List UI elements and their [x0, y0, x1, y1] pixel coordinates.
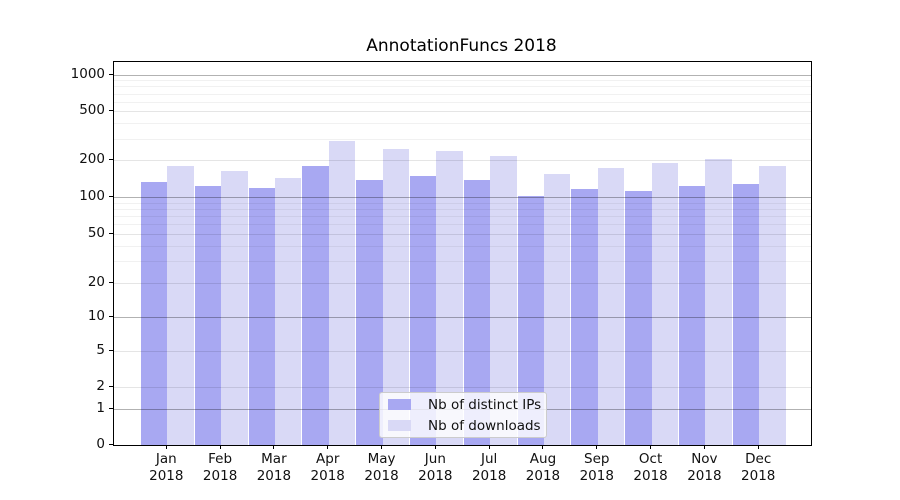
x-tick-aug — [542, 445, 544, 449]
y-tick-200 — [109, 159, 113, 161]
x-tick-sep — [596, 445, 598, 449]
minor-gridline-900 — [114, 80, 811, 82]
x-tick-jan — [165, 445, 167, 449]
bar-downloads-mar — [274, 177, 302, 445]
x-tick-label-mar: Mar 2018 — [256, 451, 292, 484]
minor-gridline-300 — [114, 138, 811, 140]
legend-swatch-distinct-ips — [388, 399, 411, 410]
minor-gridline-800 — [114, 86, 811, 88]
bar-downloads-aug — [543, 174, 571, 445]
legend-label-downloads: Nb of downloads — [428, 417, 541, 434]
legend-swatch-downloads — [388, 420, 411, 431]
minor-gridline-600 — [114, 101, 811, 103]
bar-distinct-ips-apr — [302, 166, 329, 445]
bar-distinct-ips-dec — [732, 183, 760, 445]
bar-distinct-ips-jan — [140, 181, 168, 445]
bar-downloads-feb — [221, 171, 248, 445]
x-tick-jun — [434, 445, 436, 449]
y-tick-1 — [109, 407, 113, 409]
x-tick-label-sep: Sep 2018 — [579, 451, 614, 484]
x-tick-label-jan: Jan 2018 — [149, 451, 184, 484]
x-tick-label-jul: Jul 2018 — [471, 451, 507, 484]
y-tick-10 — [109, 316, 113, 318]
legend: Nb of distinct IPs Nb of downloads — [379, 392, 547, 438]
bar-downloads-sep — [597, 168, 625, 445]
y-tick-0 — [109, 443, 113, 445]
x-tick-apr — [327, 445, 329, 449]
legend-label-distinct-ips: Nb of distinct IPs — [428, 396, 542, 413]
minor-gridline-60 — [114, 224, 811, 226]
bar-distinct-ips-may — [356, 179, 383, 445]
gridline-20 — [114, 282, 811, 284]
y-tick-label-100: 100 — [79, 188, 105, 205]
y-tick-label-1000: 1000 — [70, 65, 105, 82]
x-tick-dec — [757, 445, 759, 449]
bar-distinct-ips-feb — [194, 185, 222, 445]
y-tick-label-20: 20 — [87, 273, 105, 290]
bar-distinct-ips-oct — [625, 191, 652, 445]
y-tick-2 — [109, 386, 113, 388]
y-tick-label-200: 200 — [79, 151, 105, 168]
x-tick-label-feb: Feb 2018 — [202, 451, 238, 484]
y-tick-label-0: 0 — [96, 435, 105, 452]
bar-distinct-ips-mar — [248, 187, 275, 445]
gridline-2 — [114, 387, 811, 389]
y-tick-50 — [109, 233, 113, 235]
y-tick-label-10: 10 — [87, 308, 105, 325]
minor-gridline-80 — [114, 209, 811, 211]
gridline-500 — [114, 111, 811, 113]
x-tick-label-jun: Jun 2018 — [418, 451, 453, 484]
x-tick-label-may: May 2018 — [364, 451, 399, 484]
gridline-5 — [114, 350, 811, 352]
minor-gridline-40 — [114, 246, 811, 248]
minor-gridline-90 — [114, 202, 811, 204]
chart-title: AnnotationFuncs 2018 — [366, 36, 557, 56]
x-tick-label-dec: Dec 2018 — [741, 451, 776, 484]
x-tick-jul — [488, 445, 490, 449]
bar-distinct-ips-nov — [679, 185, 706, 445]
y-tick-20 — [109, 281, 113, 283]
gridline-100 — [114, 197, 811, 199]
y-tick-5 — [109, 349, 113, 351]
plot-area — [113, 61, 812, 446]
x-tick-label-aug: Aug 2018 — [525, 451, 561, 484]
bar-downloads-oct — [651, 162, 678, 445]
gridline-10 — [114, 317, 811, 319]
x-tick-oct — [650, 445, 652, 449]
y-tick-1000 — [109, 73, 113, 75]
gridline-50 — [114, 234, 811, 236]
x-tick-feb — [219, 445, 221, 449]
y-tick-label-500: 500 — [79, 102, 105, 119]
bar-distinct-ips-sep — [571, 189, 598, 445]
minor-gridline-30 — [114, 261, 811, 263]
minor-gridline-70 — [114, 216, 811, 218]
legend-entry-downloads: Nb of downloads — [380, 417, 546, 435]
bar-downloads-jan — [167, 166, 194, 445]
minor-gridline-400 — [114, 123, 811, 125]
y-tick-label-50: 50 — [87, 225, 105, 242]
y-tick-500 — [109, 110, 113, 112]
y-tick-label-1: 1 — [96, 399, 105, 416]
bar-downloads-nov — [705, 158, 732, 445]
bar-downloads-dec — [759, 165, 786, 445]
x-tick-mar — [273, 445, 275, 449]
y-tick-100 — [109, 196, 113, 198]
x-tick-label-nov: Nov 2018 — [687, 451, 722, 484]
x-tick-label-apr: Apr 2018 — [310, 451, 345, 484]
minor-gridline-700 — [114, 93, 811, 95]
gridline-1000 — [114, 74, 811, 76]
bar-downloads-apr — [328, 140, 356, 445]
x-tick-may — [381, 445, 383, 449]
y-tick-label-5: 5 — [96, 341, 105, 358]
x-tick-nov — [703, 445, 705, 449]
legend-entry-distinct-ips: Nb of distinct IPs — [380, 396, 546, 414]
gridline-200 — [114, 160, 811, 162]
x-tick-label-oct: Oct 2018 — [633, 451, 668, 484]
y-tick-label-2: 2 — [96, 378, 105, 395]
